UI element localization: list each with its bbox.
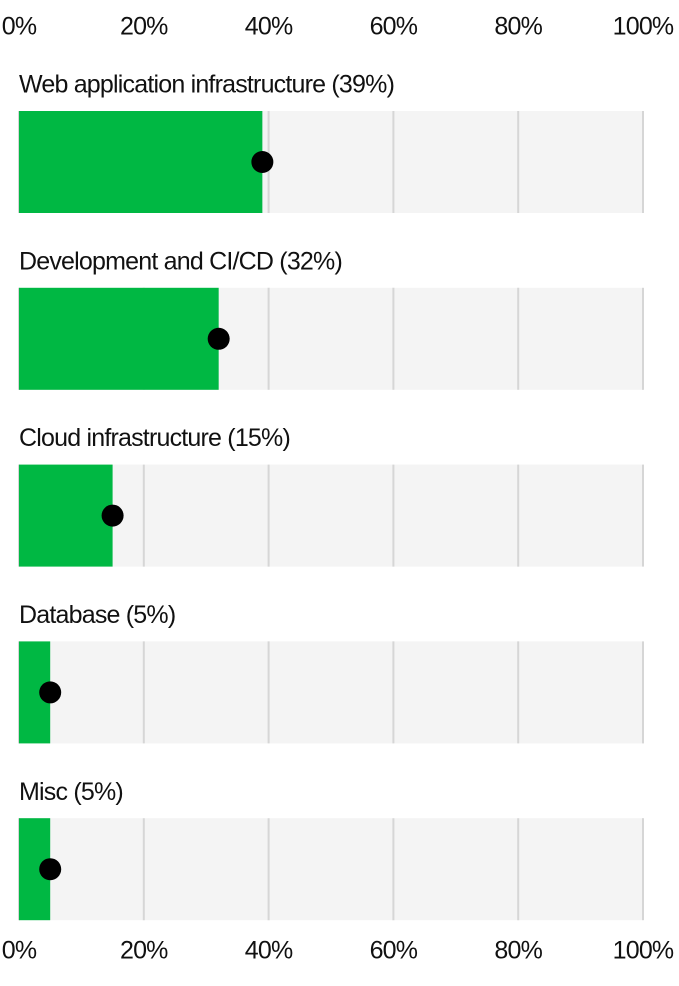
x-tick-label: 80%: [494, 937, 542, 965]
category-label: Web application infrastructure (39%): [19, 71, 394, 99]
x-tick-label: 60%: [370, 937, 418, 965]
x-tick-label: 60%: [370, 13, 418, 41]
value-dot: [101, 504, 124, 527]
value-dot: [207, 327, 230, 350]
bar-background: [19, 818, 643, 921]
bar: [19, 287, 219, 390]
x-tick-label: 100%: [613, 13, 674, 41]
category-label: Misc (5%): [19, 778, 123, 806]
value-dot: [251, 151, 274, 173]
category-label: Cloud infrastructure (15%): [19, 424, 290, 452]
category-label: Database (5%): [19, 601, 175, 629]
value-dot: [39, 858, 62, 881]
value-dot: [39, 681, 62, 704]
x-tick-label: 40%: [245, 13, 293, 41]
bar: [19, 111, 263, 213]
x-tick-label: 100%: [613, 937, 674, 965]
x-tick-label: 40%: [245, 937, 293, 965]
x-tick-label: 80%: [494, 13, 542, 41]
x-tick-label: 0%: [2, 937, 37, 965]
x-tick-label: 20%: [120, 937, 168, 965]
category-label: Development and CI/CD (32%): [19, 247, 342, 275]
x-tick-label: 0%: [2, 13, 37, 41]
bar-background: [19, 641, 643, 744]
x-tick-label: 20%: [120, 13, 168, 41]
bar: [19, 464, 113, 567]
